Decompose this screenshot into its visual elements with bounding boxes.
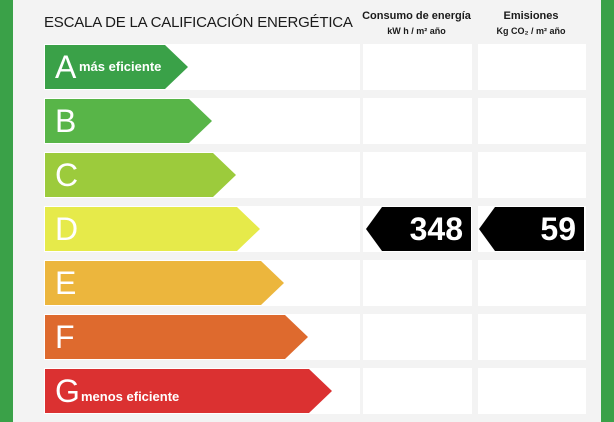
emissions-cell (478, 98, 586, 144)
emissions-cell (478, 152, 586, 198)
rating-arrow-d: D (45, 207, 260, 251)
label-title: ESCALA DE LA CALIFICACIÓN ENERGÉTICA (44, 14, 353, 31)
rating-arrow-a: A más eficiente (45, 45, 188, 89)
emissions-value-badge: 59 (479, 207, 584, 251)
consumption-header-unit: kW h / m² año (387, 26, 446, 36)
consumption-header-label: Consumo de energía (362, 10, 471, 22)
consumption-cell (363, 260, 472, 306)
emissions-column-header: Emisiones Kg CO₂ / m² año (477, 9, 585, 39)
consumption-cell (363, 44, 472, 90)
consumption-column-header: Consumo de energía kW h / m² año (361, 9, 472, 39)
emissions-cell (478, 368, 586, 414)
emissions-cell (478, 260, 586, 306)
consumption-value-badge: 348 (366, 207, 471, 251)
consumption-cell (363, 98, 472, 144)
emissions-header-unit: Kg CO₂ / m² año (496, 26, 566, 36)
rating-arrow-f: F (45, 315, 308, 359)
rating-letter: E (55, 265, 77, 301)
consumption-value: 348 (409, 211, 463, 247)
rating-description: menos eficiente (81, 389, 180, 404)
rating-letter: C (55, 157, 79, 193)
rating-description: más eficiente (79, 59, 162, 74)
emissions-cell (478, 44, 586, 90)
rating-letter: D (55, 211, 79, 247)
rating-arrow-e: E (45, 261, 284, 305)
consumption-cell (363, 314, 472, 360)
emissions-cell (478, 314, 586, 360)
emissions-value: 59 (540, 211, 576, 247)
emissions-header-label: Emisiones (503, 10, 559, 22)
rating-arrow-g: G menos eficiente (45, 369, 332, 413)
consumption-cell (363, 368, 472, 414)
rating-letter: B (55, 103, 77, 139)
rating-letter: A (55, 49, 77, 85)
rating-letter: F (55, 319, 75, 355)
rating-letter: G (55, 373, 80, 409)
rating-arrow-b: B (45, 99, 212, 143)
consumption-cell (363, 152, 472, 198)
rating-arrow-c: C (45, 153, 236, 197)
